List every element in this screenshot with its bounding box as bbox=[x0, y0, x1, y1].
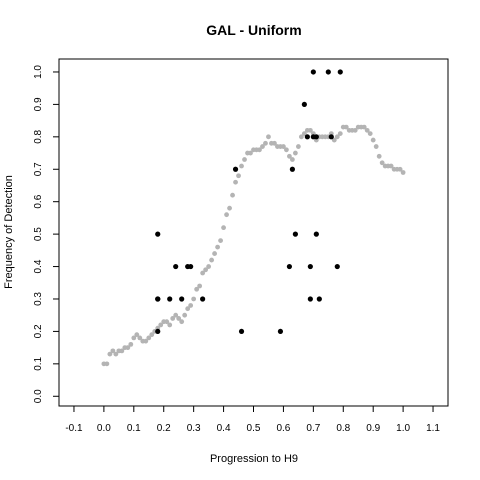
data-point bbox=[239, 164, 244, 169]
data-point bbox=[104, 361, 109, 366]
x-tick-label: -0.1 bbox=[65, 423, 83, 434]
x-tick-label: 1.0 bbox=[396, 423, 410, 434]
y-tick-label: 0.9 bbox=[33, 97, 44, 111]
data-point bbox=[401, 170, 406, 175]
data-point bbox=[188, 264, 193, 269]
data-point bbox=[167, 296, 172, 301]
data-point bbox=[314, 134, 319, 139]
data-point bbox=[200, 296, 205, 301]
x-tick-label: 0.8 bbox=[336, 423, 350, 434]
x-axis: -0.1 0.0 0.1 0.2 0.3 0.4 0.5 0.6 0.7 0.8 0.9 1.0 1.1 bbox=[65, 406, 440, 434]
data-point bbox=[182, 313, 187, 318]
data-point bbox=[371, 138, 376, 143]
y-tick-label: 0.4 bbox=[33, 259, 44, 273]
data-point bbox=[296, 144, 301, 149]
x-tick-label: 0.7 bbox=[306, 423, 320, 434]
data-point bbox=[155, 232, 160, 237]
data-point bbox=[311, 69, 316, 74]
data-point bbox=[335, 264, 340, 269]
x-tick-label: 0.5 bbox=[247, 423, 261, 434]
data-point bbox=[377, 154, 382, 159]
x-tick-label: 0.4 bbox=[217, 423, 231, 434]
data-point bbox=[155, 296, 160, 301]
y-tick-label: 1.0 bbox=[33, 65, 44, 79]
y-tick-label: 0.3 bbox=[33, 292, 44, 306]
data-point bbox=[290, 167, 295, 172]
data-point bbox=[212, 251, 217, 256]
series-layer bbox=[101, 69, 405, 366]
data-point bbox=[239, 329, 244, 334]
data-point bbox=[302, 102, 307, 107]
x-tick-label: 1.1 bbox=[426, 423, 440, 434]
gray-series bbox=[101, 125, 405, 367]
data-point bbox=[236, 173, 241, 178]
data-point bbox=[308, 264, 313, 269]
data-point bbox=[233, 167, 238, 172]
y-tick-label: 0.8 bbox=[33, 129, 44, 143]
data-point bbox=[368, 131, 373, 136]
data-point bbox=[326, 69, 331, 74]
data-point bbox=[329, 134, 334, 139]
y-tick-label: 0.1 bbox=[33, 356, 44, 370]
x-axis-label: Progression to H9 bbox=[210, 453, 298, 465]
data-point bbox=[290, 157, 295, 162]
data-point bbox=[263, 141, 268, 146]
data-point bbox=[218, 238, 223, 243]
data-point bbox=[338, 131, 343, 136]
x-tick-label: 0.6 bbox=[276, 423, 290, 434]
data-point bbox=[230, 193, 235, 198]
data-point bbox=[287, 264, 292, 269]
data-point bbox=[215, 245, 220, 250]
y-tick-label: 0.7 bbox=[33, 162, 44, 176]
data-point bbox=[179, 296, 184, 301]
data-point bbox=[167, 323, 172, 328]
x-tick-label: 0.0 bbox=[97, 423, 111, 434]
x-tick-label: 0.1 bbox=[127, 423, 141, 434]
data-point bbox=[191, 297, 196, 302]
x-tick-label: 0.9 bbox=[366, 423, 380, 434]
chart-title: GAL - Uniform bbox=[206, 22, 301, 38]
data-point bbox=[314, 232, 319, 237]
data-point bbox=[233, 180, 238, 185]
y-tick-label: 0.2 bbox=[33, 324, 44, 338]
y-tick-label: 0.6 bbox=[33, 194, 44, 208]
data-point bbox=[305, 134, 310, 139]
data-point bbox=[284, 147, 289, 152]
data-point bbox=[338, 69, 343, 74]
y-tick-label: 0.5 bbox=[33, 227, 44, 241]
data-point bbox=[221, 225, 226, 230]
data-point bbox=[227, 206, 232, 211]
y-axis: 0.0 0.1 0.2 0.3 0.4 0.5 0.6 0.7 0.8 0.9 1.0 bbox=[33, 65, 59, 404]
data-point bbox=[197, 284, 202, 289]
data-point bbox=[278, 329, 283, 334]
data-point bbox=[209, 258, 214, 263]
data-point bbox=[155, 329, 160, 334]
data-point bbox=[293, 232, 298, 237]
data-point bbox=[308, 296, 313, 301]
x-tick-label: 0.3 bbox=[187, 423, 201, 434]
data-point bbox=[224, 212, 229, 217]
x-tick-label: 0.2 bbox=[157, 423, 171, 434]
data-point bbox=[179, 319, 184, 324]
black-series bbox=[155, 69, 343, 334]
data-point bbox=[128, 342, 133, 347]
data-point bbox=[173, 264, 178, 269]
data-point bbox=[293, 151, 298, 156]
data-point bbox=[317, 296, 322, 301]
y-axis-label: Frequency of Detection bbox=[3, 175, 15, 289]
data-point bbox=[188, 303, 193, 308]
data-point bbox=[206, 264, 211, 269]
data-point bbox=[266, 134, 271, 139]
y-tick-label: 0.0 bbox=[33, 389, 44, 403]
data-point bbox=[374, 144, 379, 149]
data-point bbox=[242, 157, 247, 162]
